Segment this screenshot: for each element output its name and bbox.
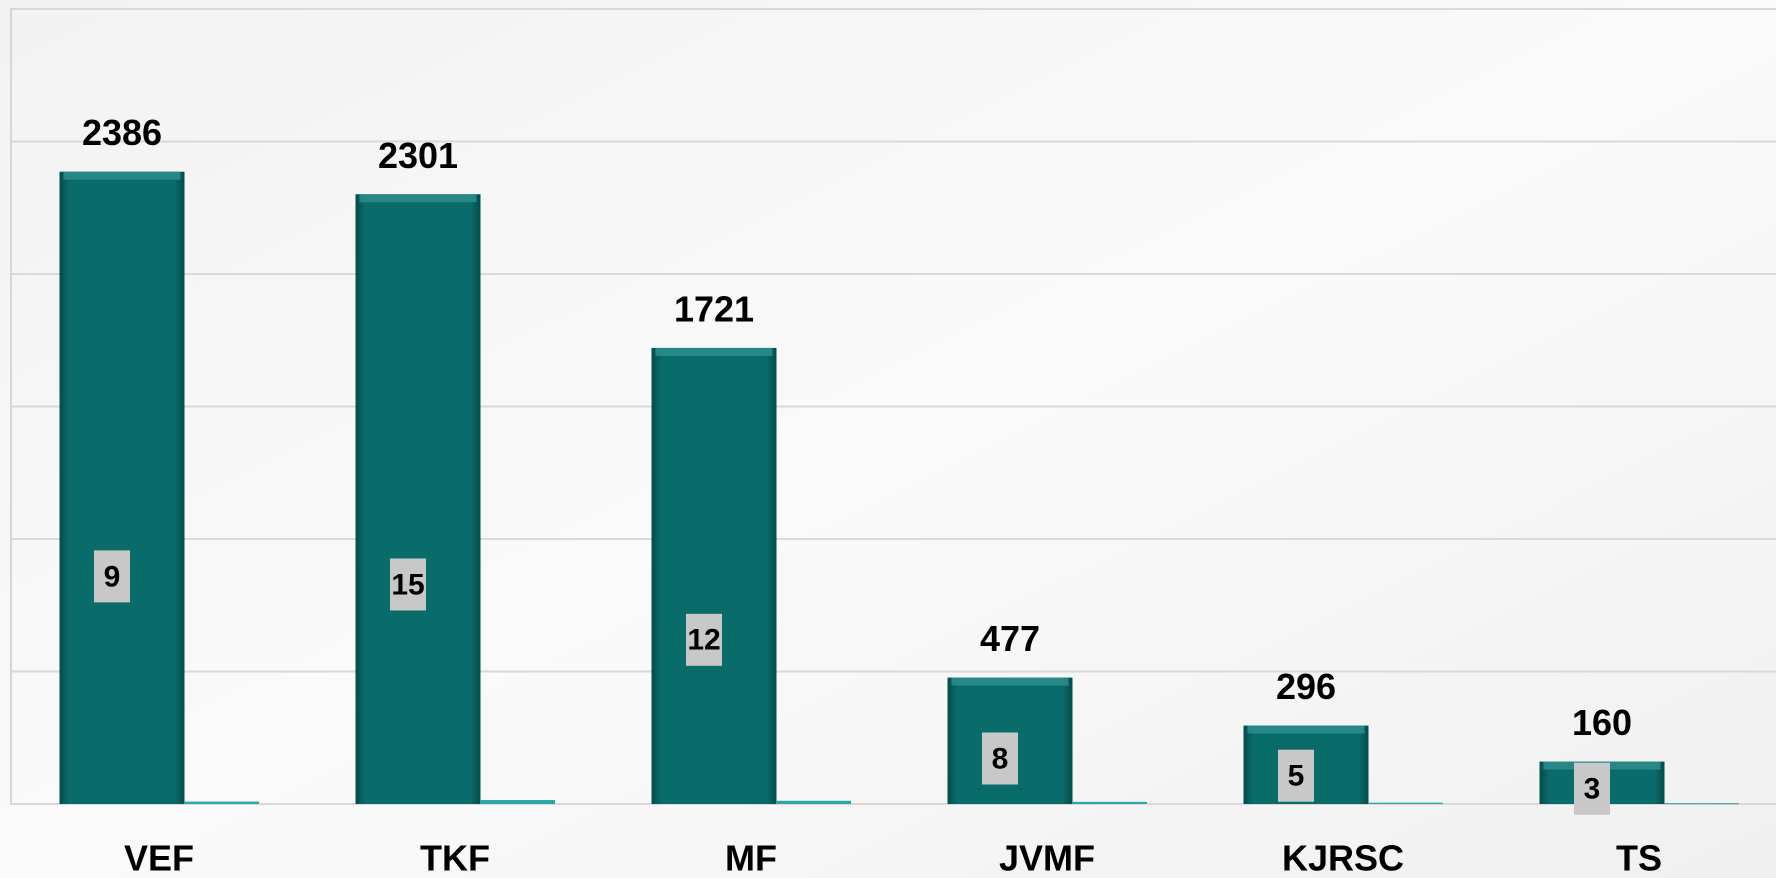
value-label: 9 [104,560,121,593]
bar [480,800,555,804]
value-label-box [94,550,130,603]
value-label-box [982,732,1018,785]
x-tick-label: MF [725,838,777,878]
bar-bevel [63,171,181,180]
value-label: 3 [1584,773,1601,806]
bar [355,194,481,805]
bar [651,347,777,804]
bar-bevel [951,677,1069,686]
x-tick-label: KJRSC [1282,838,1404,878]
value-label: 2386 [82,112,162,153]
value-label-box [390,558,426,611]
bar [184,801,259,804]
bar-bevel [359,194,477,203]
value-label: 1721 [674,288,754,329]
value-label: 477 [980,618,1040,659]
bar [1368,802,1443,804]
bar [776,800,851,804]
value-label: 8 [992,742,1009,775]
x-tick-label: TS [1616,838,1662,878]
x-tick-label: VEF [124,838,194,878]
value-label: 296 [1276,666,1336,707]
bar [1664,803,1739,805]
value-label-box [1574,762,1610,815]
value-label: 2301 [378,135,458,176]
value-label-box [686,613,722,666]
x-tick-label: JVMF [999,838,1095,878]
bar [59,171,185,804]
value-label: 12 [687,624,720,657]
value-label: 160 [1572,702,1632,743]
x-tick-label: TKF [420,838,490,878]
value-label: 15 [391,568,424,601]
bar-bevel [1247,725,1365,734]
bar [1072,801,1147,804]
value-label-box [1278,749,1314,802]
value-label: 5 [1288,760,1305,793]
bar-bevel [655,347,773,356]
